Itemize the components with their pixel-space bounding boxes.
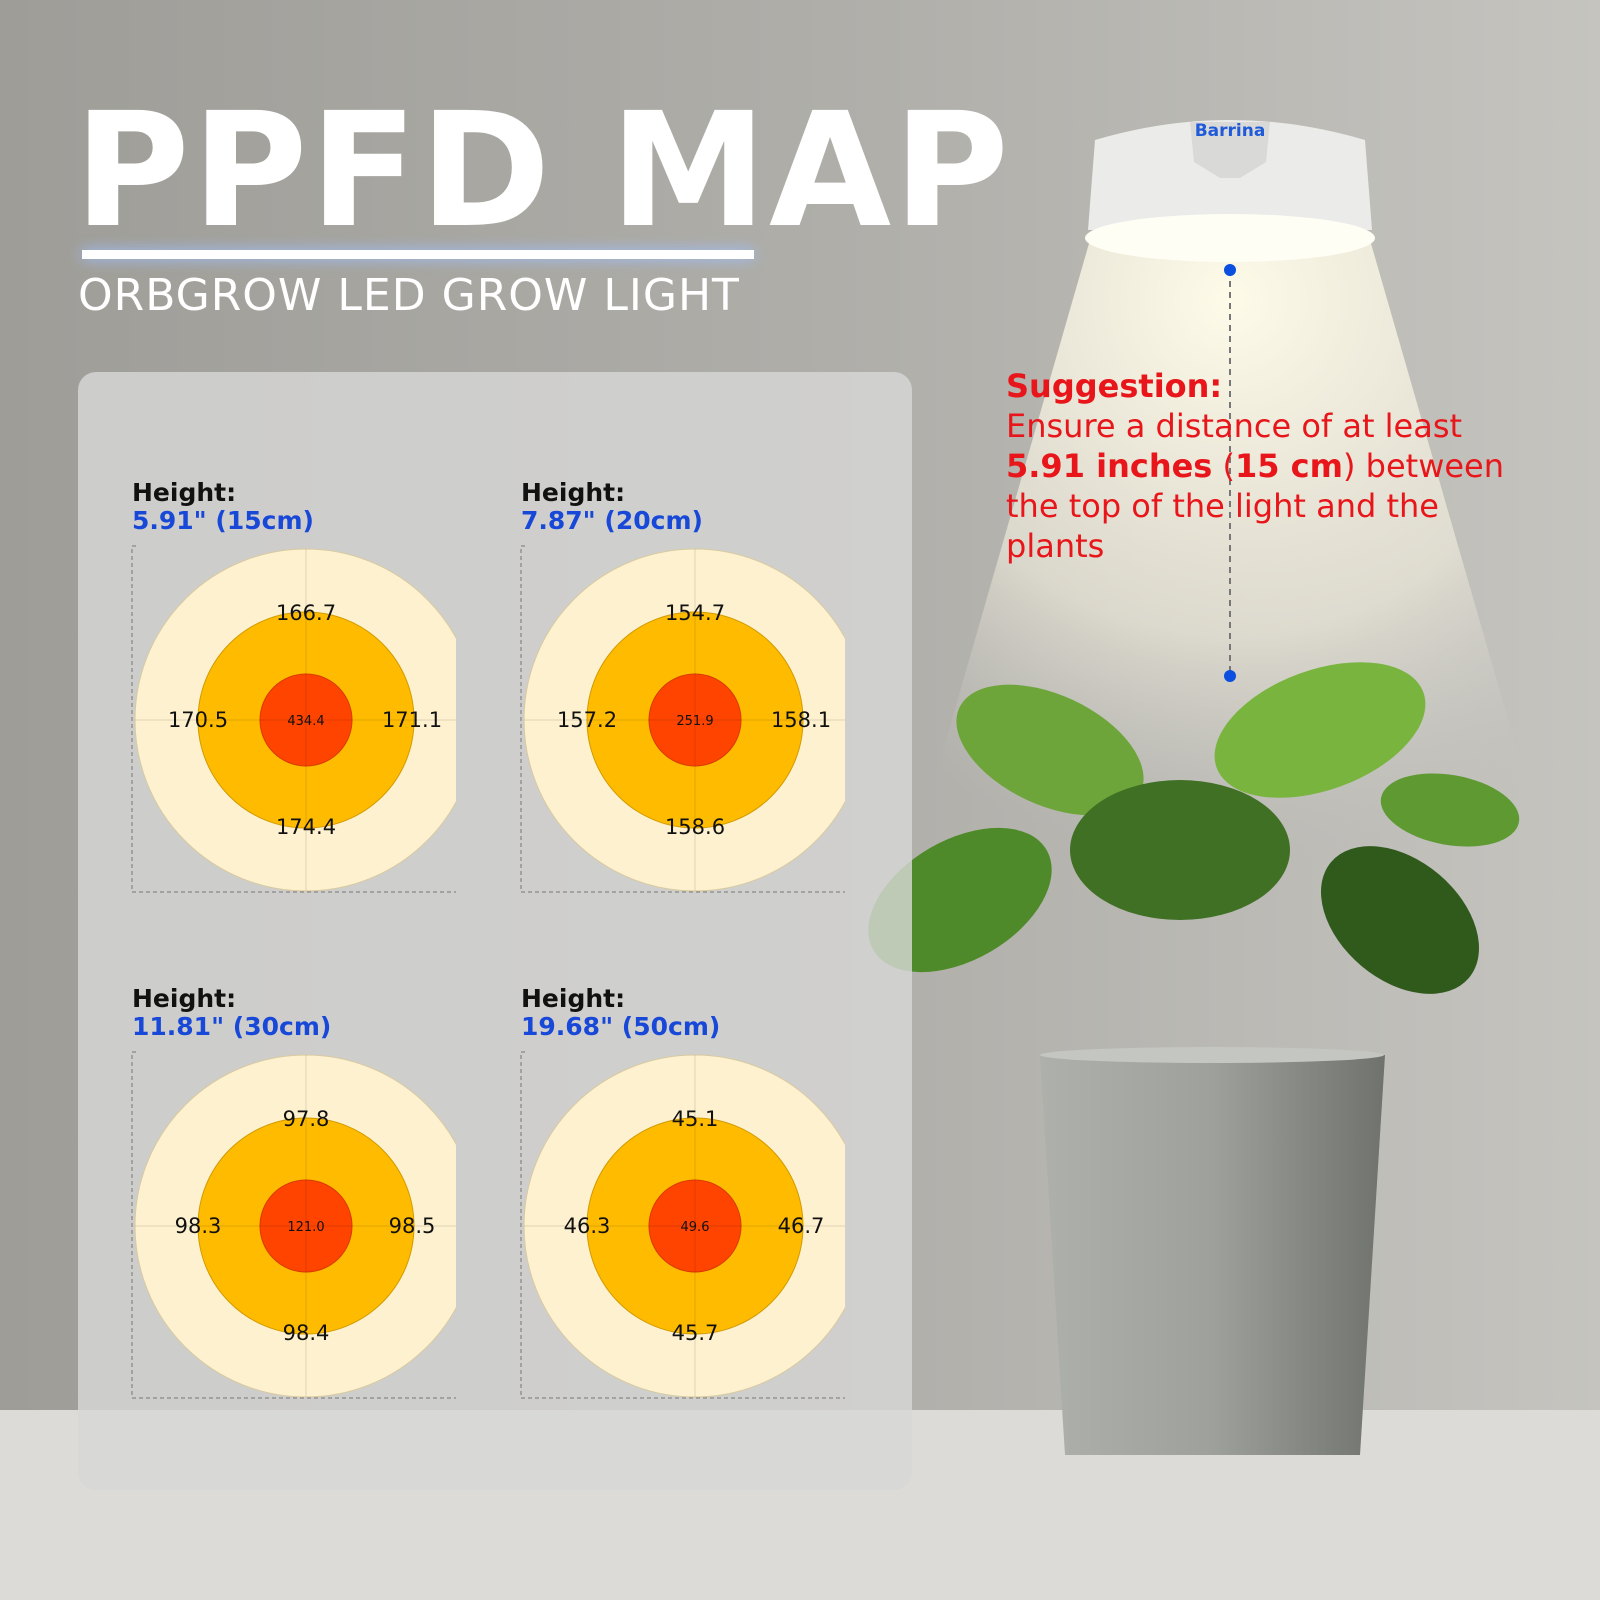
ppfd-rings: 97.8 98.4 98.3 98.5 121.0	[131, 1051, 456, 1399]
value-center: 434.4	[287, 714, 324, 729]
dimension-bracket	[520, 545, 845, 893]
value-right: 158.1	[771, 708, 831, 732]
value-center: 121.0	[287, 1220, 324, 1235]
suggestion-line: Ensure a distance of at least	[1006, 407, 1463, 445]
ppfd-map: Height: 7.87" (20cm) 154.7 158.6 157.2 1…	[465, 382, 845, 902]
value-bottom: 45.7	[672, 1321, 719, 1345]
value-top: 154.7	[665, 601, 725, 625]
plant-pot	[1040, 1055, 1385, 1455]
value-top: 97.8	[283, 1107, 330, 1131]
title-underline	[82, 250, 754, 259]
distance-dot-top	[1224, 264, 1236, 276]
value-right: 171.1	[382, 708, 442, 732]
dimension-bracket	[131, 1051, 456, 1399]
height-label: Height:	[132, 984, 237, 1013]
brand-logo: Barrina	[1195, 121, 1266, 141]
height-label: Height:	[132, 478, 237, 507]
suggestion-inches: 5.91 inches	[1006, 447, 1213, 485]
value-center: 251.9	[676, 714, 713, 729]
ppfd-map: Height: 19.68" (50cm) 45.1 45.7 46.3 46.…	[465, 888, 845, 1408]
center-ring	[259, 673, 353, 767]
height-label: Height:	[521, 478, 626, 507]
ppfd-rings: 154.7 158.6 157.2 158.1 251.9	[520, 545, 845, 893]
page-subtitle: ORBGROW LED GROW LIGHT	[78, 270, 740, 321]
value-bottom: 174.4	[276, 815, 336, 839]
dimension-bracket	[131, 545, 456, 893]
grow-light: Barrina	[1085, 120, 1375, 262]
ppfd-map: Height: 11.81" (30cm) 97.8 98.4 98.3 98.…	[76, 888, 456, 1408]
ppfd-rings: 45.1 45.7 46.3 46.7 49.6	[520, 1051, 845, 1399]
value-center: 49.6	[681, 1220, 710, 1235]
value-top: 45.1	[672, 1107, 719, 1131]
ppfd-map: Height: 5.91" (15cm) 166.7 174.4 170.5 1…	[76, 382, 456, 902]
suggestion-cm: 15 cm	[1235, 447, 1343, 485]
value-right: 46.7	[778, 1214, 825, 1238]
height-value: 7.87" (20cm)	[521, 506, 703, 535]
value-left: 98.3	[175, 1214, 222, 1238]
value-bottom: 158.6	[665, 815, 725, 839]
dimension-bracket	[520, 1051, 845, 1399]
value-bottom: 98.4	[283, 1321, 330, 1345]
suggestion-paren: (	[1212, 447, 1235, 485]
suggestion-heading: Suggestion:	[1006, 367, 1223, 405]
suggestion-rest: ) between the top of the light and the p…	[1006, 447, 1505, 565]
height-value: 5.91" (15cm)	[132, 506, 314, 535]
value-left: 157.2	[557, 708, 617, 732]
value-right: 98.5	[389, 1214, 436, 1238]
center-ring	[259, 1179, 353, 1273]
plant-leaves	[868, 662, 1520, 994]
height-value: 19.68" (50cm)	[521, 1012, 721, 1041]
distance-dot-bottom	[1224, 670, 1236, 682]
value-top: 166.7	[276, 601, 336, 625]
center-ring	[648, 1179, 742, 1273]
ppfd-rings: 166.7 174.4 170.5 171.1 434.4	[131, 545, 456, 893]
value-left: 46.3	[564, 1214, 611, 1238]
height-value: 11.81" (30cm)	[132, 1012, 332, 1041]
value-left: 170.5	[168, 708, 228, 732]
center-ring	[648, 673, 742, 767]
page-title: PPFD MAP	[74, 79, 1011, 263]
suggestion-text: Suggestion: Ensure a distance of at leas…	[1006, 366, 1526, 566]
height-label: Height:	[521, 984, 626, 1013]
